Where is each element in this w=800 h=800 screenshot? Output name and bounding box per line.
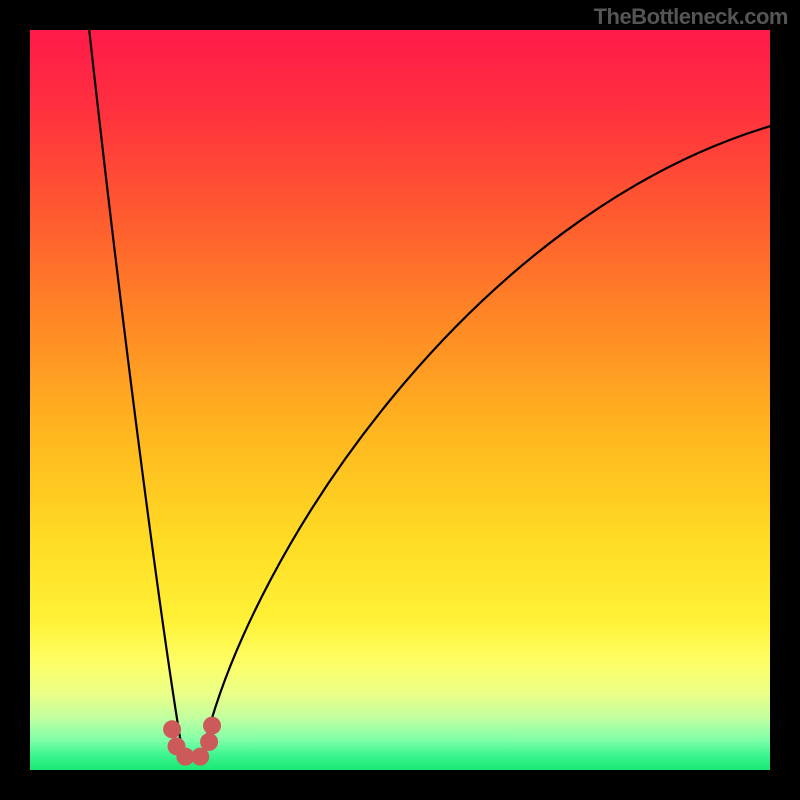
attribution-text: TheBottleneck.com (594, 4, 788, 30)
marker-point (203, 717, 221, 735)
chart-container: TheBottleneck.com (0, 0, 800, 800)
marker-point (163, 720, 181, 738)
marker-point (200, 733, 218, 751)
bottleneck-chart (0, 0, 800, 800)
plot-background (30, 30, 770, 770)
